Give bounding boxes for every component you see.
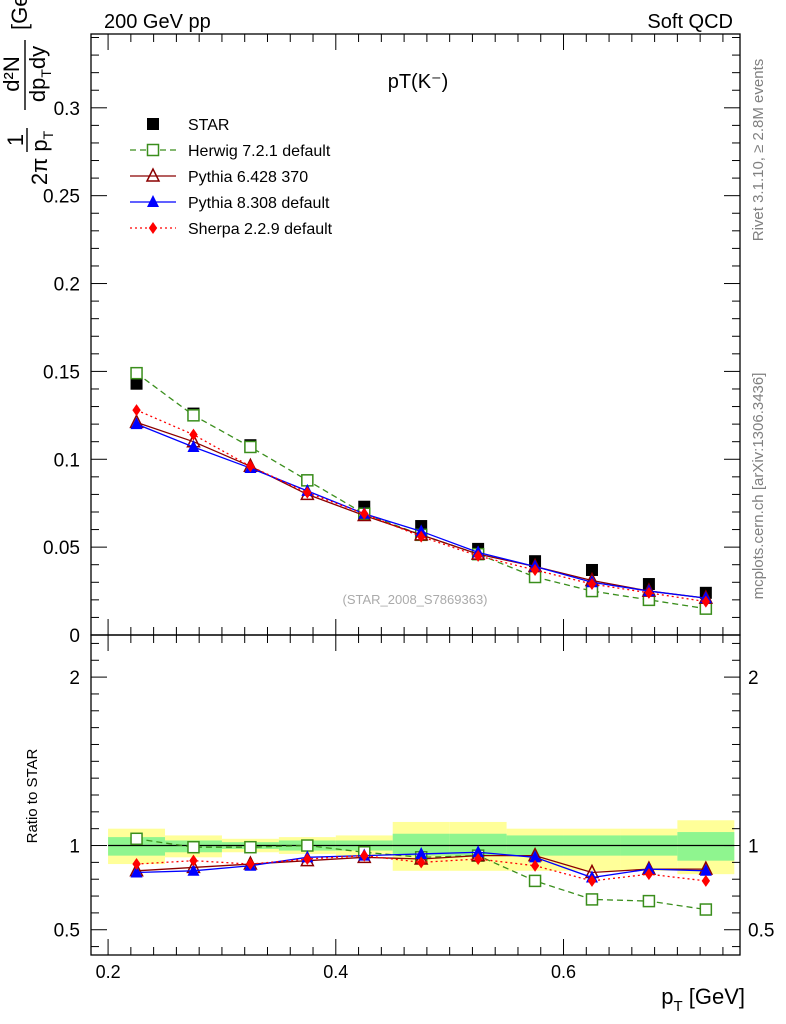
ratio-point-2-7 — [529, 850, 542, 863]
main-point-1-1 — [187, 409, 200, 422]
ratio-point-0-1 — [187, 840, 200, 854]
ratio-band-inner-10 — [677, 832, 735, 861]
ratio-point-0-10 — [699, 903, 713, 916]
main-y-tick-label-3: 0.15 — [43, 362, 80, 383]
ratio-point-3-9 — [644, 868, 654, 881]
x-tick-label-2: 0.6 — [551, 962, 576, 982]
main-ylabel: 1 2π pT d²N dpTdy [GeV⁻²] — [0, 0, 56, 185]
legend-marker-0 — [147, 118, 159, 130]
main-point-1-2 — [244, 440, 257, 454]
main-series-line-2 — [136, 421, 706, 599]
ratio-point-0-2 — [244, 840, 257, 854]
legend-marker-3 — [147, 195, 159, 207]
main-y-tick-label-0: 0 — [69, 626, 80, 647]
main-point-4-5 — [416, 530, 426, 543]
ylabel-den: dpTdy — [25, 46, 54, 102]
ratio-frame — [90, 634, 741, 956]
legend-label-1: Herwig 7.2.1 default — [188, 143, 331, 160]
chart-title: pT(K⁻) — [388, 71, 449, 93]
axes: 0.2 0.4 0.6 0 0.05 0.1 0.15 0.2 0.25 0.3 0.5 0.5 1 1 2… — [43, 33, 774, 982]
ratio-y-tick-label-right-2: 2 — [748, 668, 759, 689]
ratio-y-tick-label-0: 0.5 — [54, 921, 80, 942]
legend-label-2: Pythia 6.428 370 — [188, 169, 308, 186]
ratio-point-3-6 — [473, 853, 483, 865]
ylabel-twopi: 2π pT — [27, 130, 56, 185]
main-point-4-0 — [132, 404, 141, 417]
main-point-1-0 — [130, 366, 143, 380]
ratio-point-3-4 — [360, 849, 369, 862]
ratio-point-2-0 — [130, 865, 143, 878]
legend-marker-1 — [146, 143, 160, 157]
ratio-point-0-8 — [585, 893, 599, 906]
legend: STAR Herwig 7.2.1 default Pythia 6.428 370… — [130, 117, 333, 238]
legend-label-0: STAR — [188, 117, 229, 134]
ratio-point-3-1 — [189, 854, 198, 867]
ylabel-num: d²N — [0, 56, 24, 91]
main-point-4-4 — [360, 507, 369, 520]
header-right: Soft QCD — [647, 11, 733, 33]
ratio-point-2-1 — [187, 863, 200, 876]
ratio-band-inner-0 — [108, 837, 166, 856]
main-point-3-5 — [415, 524, 428, 537]
ratio-point-2-9 — [642, 862, 655, 875]
main-y-tick-label-2: 0.1 — [54, 450, 80, 471]
legend-label-3: Pythia 8.308 default — [188, 195, 330, 212]
ratio-plot — [108, 820, 735, 916]
ratio-y-tick-label-right-1: 1 — [748, 837, 759, 858]
main-series-line-3 — [136, 423, 706, 599]
ratio-point-3-0 — [132, 858, 141, 871]
main-y-tick-label-6: 0.3 — [54, 99, 80, 120]
main-point-4-2 — [246, 460, 255, 473]
ratio-band-inner-5 — [392, 833, 450, 856]
main-series-line-1 — [136, 372, 706, 610]
ratio-point-0-3 — [301, 839, 314, 852]
ratio-point-2-10 — [699, 863, 712, 876]
ratio-y-tick-label-2: 2 — [69, 668, 80, 689]
ratio-point-3-5 — [416, 856, 426, 869]
x-tick-label-1: 0.4 — [323, 962, 348, 982]
main-point-0-0 — [130, 377, 143, 390]
ratio-ylabel: Ratio to STAR — [24, 748, 41, 843]
ratio-point-3-7 — [530, 859, 540, 872]
x-axis-label: pT [GeV] — [661, 984, 745, 1015]
x-tick-label-0: 0.2 — [96, 962, 121, 982]
ratio-point-0-0 — [130, 832, 143, 846]
main-point-3-1 — [187, 439, 200, 452]
ratio-point-3-2 — [246, 858, 255, 871]
legend-marker-4 — [148, 222, 158, 234]
ratio-y-tick-label-1: 1 — [69, 837, 80, 858]
main-series-line-4 — [136, 409, 706, 603]
main-y-tick-label-1: 0.05 — [43, 538, 80, 559]
main-point-4-6 — [473, 549, 483, 562]
main-point-4-7 — [530, 563, 540, 576]
ratio-point-2-5 — [415, 846, 428, 859]
ratio-point-3-3 — [303, 853, 312, 865]
ratio-point-0-9 — [642, 894, 656, 908]
main-point-0-8 — [585, 563, 598, 576]
main-y-tick-label-4: 0.2 — [54, 275, 80, 296]
main-point-4-1 — [189, 428, 198, 441]
mcplots-label: mcplots.cern.ch [arXiv:1306.3436] — [750, 373, 767, 600]
ratio-point-3-8 — [587, 874, 597, 887]
ratio-band-inner-6 — [449, 833, 507, 856]
rivet-label: Rivet 3.1.10, ≥ 2.8M events — [750, 59, 767, 242]
main-point-4-10 — [701, 595, 711, 608]
legend-label-4: Sherpa 2.2.9 default — [188, 221, 333, 238]
main-point-4-3 — [303, 486, 312, 499]
ratio-point-0-7 — [528, 874, 542, 888]
ratio-point-3-10 — [701, 874, 711, 887]
main-plot — [129, 366, 714, 615]
legend-marker-2 — [145, 167, 161, 182]
main-point-3-0 — [130, 417, 143, 430]
ylabel-one: 1 — [3, 134, 28, 146]
ratio-point-2-6 — [472, 845, 485, 858]
main-point-4-9 — [644, 586, 654, 599]
ylabel-unit: [GeV⁻²] — [7, 0, 32, 30]
analysis-watermark: (STAR_2008_S7869363) — [342, 592, 487, 607]
main-y-tick-label-5: 0.25 — [43, 187, 80, 208]
main-point-4-8 — [587, 578, 597, 591]
header-left: 200 GeV pp — [104, 11, 211, 33]
ratio-y-tick-label-right-0: 0.5 — [748, 921, 774, 942]
